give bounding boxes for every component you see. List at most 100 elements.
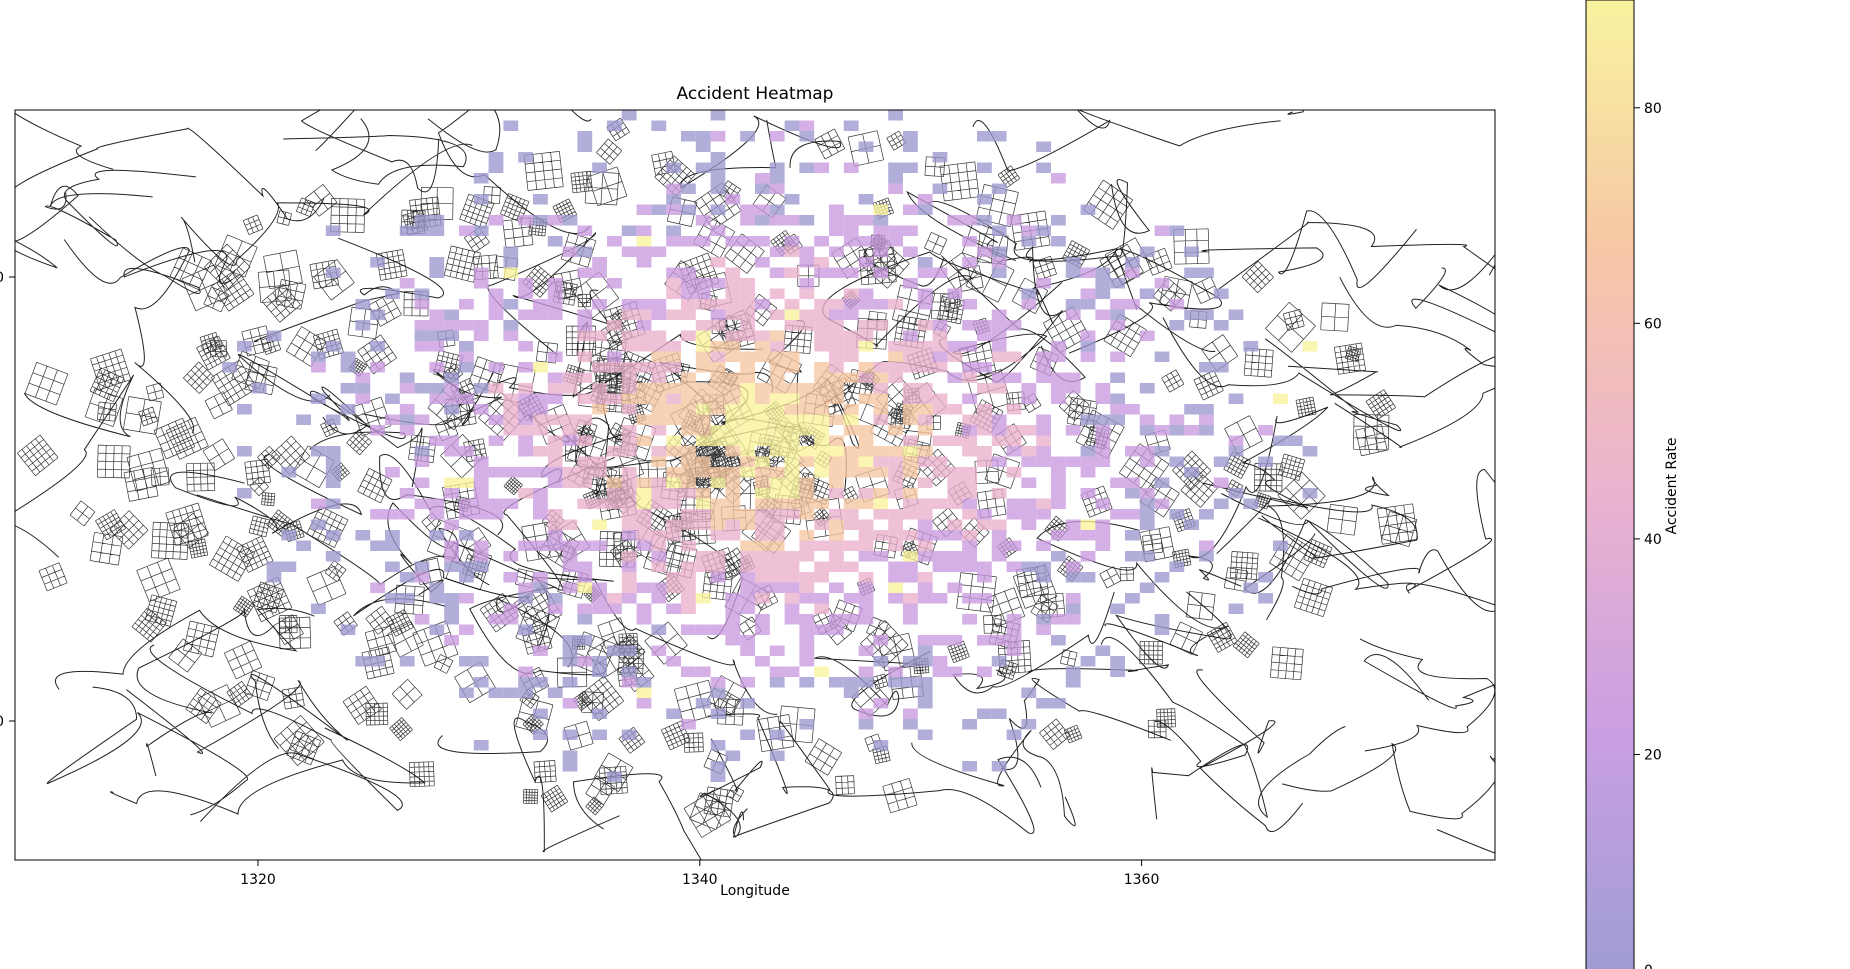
heat-cell	[1139, 498, 1155, 509]
heat-cell	[533, 215, 548, 226]
heat-cell	[962, 498, 977, 509]
heat-cell	[829, 435, 844, 446]
heat-cell	[607, 603, 622, 614]
heat-cell	[799, 278, 815, 289]
heat-cell	[592, 540, 607, 551]
heat-cell	[858, 614, 874, 625]
heat-cell	[592, 162, 607, 173]
heat-cell	[695, 393, 711, 404]
heat-cell	[932, 561, 948, 572]
heat-cell	[621, 677, 637, 688]
heat-cell	[932, 320, 948, 331]
heat-cell	[947, 488, 963, 499]
heat-cell	[1110, 278, 1125, 289]
heat-cell	[962, 215, 977, 226]
heat-cell	[858, 393, 874, 404]
heat-cell	[1006, 351, 1022, 362]
heat-cell	[1213, 362, 1229, 373]
heat-cell	[784, 446, 800, 457]
heat-cell	[681, 267, 696, 278]
heat-cell	[932, 435, 948, 446]
heat-cell	[710, 677, 726, 688]
heat-cell	[710, 687, 726, 698]
heat-cell	[1021, 477, 1037, 488]
heat-cell	[399, 278, 415, 289]
heat-cell	[1080, 204, 1096, 215]
heat-cell	[903, 593, 918, 604]
heat-cell	[636, 498, 652, 509]
heat-cell	[829, 446, 844, 457]
heat-cell	[666, 477, 681, 488]
heat-cell	[562, 677, 578, 688]
heat-cell	[858, 435, 874, 446]
heat-cell	[1006, 561, 1022, 572]
heat-cell	[710, 771, 726, 782]
heat-cell	[873, 267, 889, 278]
heat-cell	[769, 729, 785, 740]
heat-cell	[385, 540, 400, 551]
heat-cell	[725, 477, 741, 488]
heat-cell	[607, 488, 622, 499]
heat-cell	[917, 498, 933, 509]
heat-cell	[814, 330, 829, 341]
heat-cell	[1036, 572, 1051, 583]
heat-cell	[799, 614, 815, 625]
heat-cell	[755, 299, 770, 310]
heat-cell	[858, 603, 874, 614]
heat-cell	[681, 383, 696, 394]
heat-cell	[562, 467, 578, 478]
heat-cell	[562, 246, 578, 257]
heat-cell	[843, 299, 859, 310]
heat-cell	[799, 477, 815, 488]
heat-cell	[977, 666, 992, 677]
heat-cell	[1199, 509, 1214, 520]
heat-cell	[296, 414, 311, 425]
heat-cell	[414, 225, 430, 236]
heat-cell	[755, 551, 770, 562]
colorbar-tick-label: 0	[1644, 963, 1653, 969]
heat-cell	[518, 383, 533, 394]
heat-cell	[917, 656, 933, 667]
heat-cell	[814, 467, 829, 478]
heat-cell	[444, 614, 459, 625]
heat-cell	[858, 194, 874, 205]
heat-cell	[917, 446, 933, 457]
heat-cell	[740, 309, 755, 320]
heat-cell	[577, 393, 593, 404]
heat-cell	[1095, 446, 1111, 457]
heat-cell	[799, 383, 815, 394]
heat-cell	[858, 519, 874, 530]
heat-cell	[858, 215, 874, 226]
heat-cell	[769, 645, 785, 656]
heat-cell	[325, 414, 341, 425]
heat-cell	[592, 498, 607, 509]
heat-cell	[607, 351, 622, 362]
heat-cell	[962, 719, 977, 730]
heat-cell	[237, 488, 252, 499]
heat-cell	[740, 215, 755, 226]
heat-cell	[636, 582, 652, 593]
heat-cell	[592, 666, 607, 677]
heat-cell	[488, 288, 504, 299]
heat-cell	[666, 582, 681, 593]
heat-cell	[873, 635, 889, 646]
heat-cell	[621, 509, 637, 520]
heat-cell	[399, 414, 415, 425]
heat-cell	[444, 404, 459, 415]
heat-cell	[1213, 288, 1229, 299]
heat-cell	[873, 656, 889, 667]
heat-cell	[518, 215, 533, 226]
heat-cell	[651, 204, 667, 215]
heat-cell	[577, 372, 593, 383]
heat-cell	[784, 582, 800, 593]
heat-cell	[1125, 530, 1140, 541]
heat-cell	[1051, 173, 1066, 184]
heat-cell	[917, 456, 933, 467]
heat-cell	[991, 656, 1007, 667]
heat-cell	[621, 519, 637, 530]
heat-cell	[903, 141, 918, 152]
heat-cell	[1154, 425, 1170, 436]
heat-cell	[636, 540, 652, 551]
heat-cell	[1139, 446, 1155, 457]
heat-cell	[651, 530, 667, 541]
